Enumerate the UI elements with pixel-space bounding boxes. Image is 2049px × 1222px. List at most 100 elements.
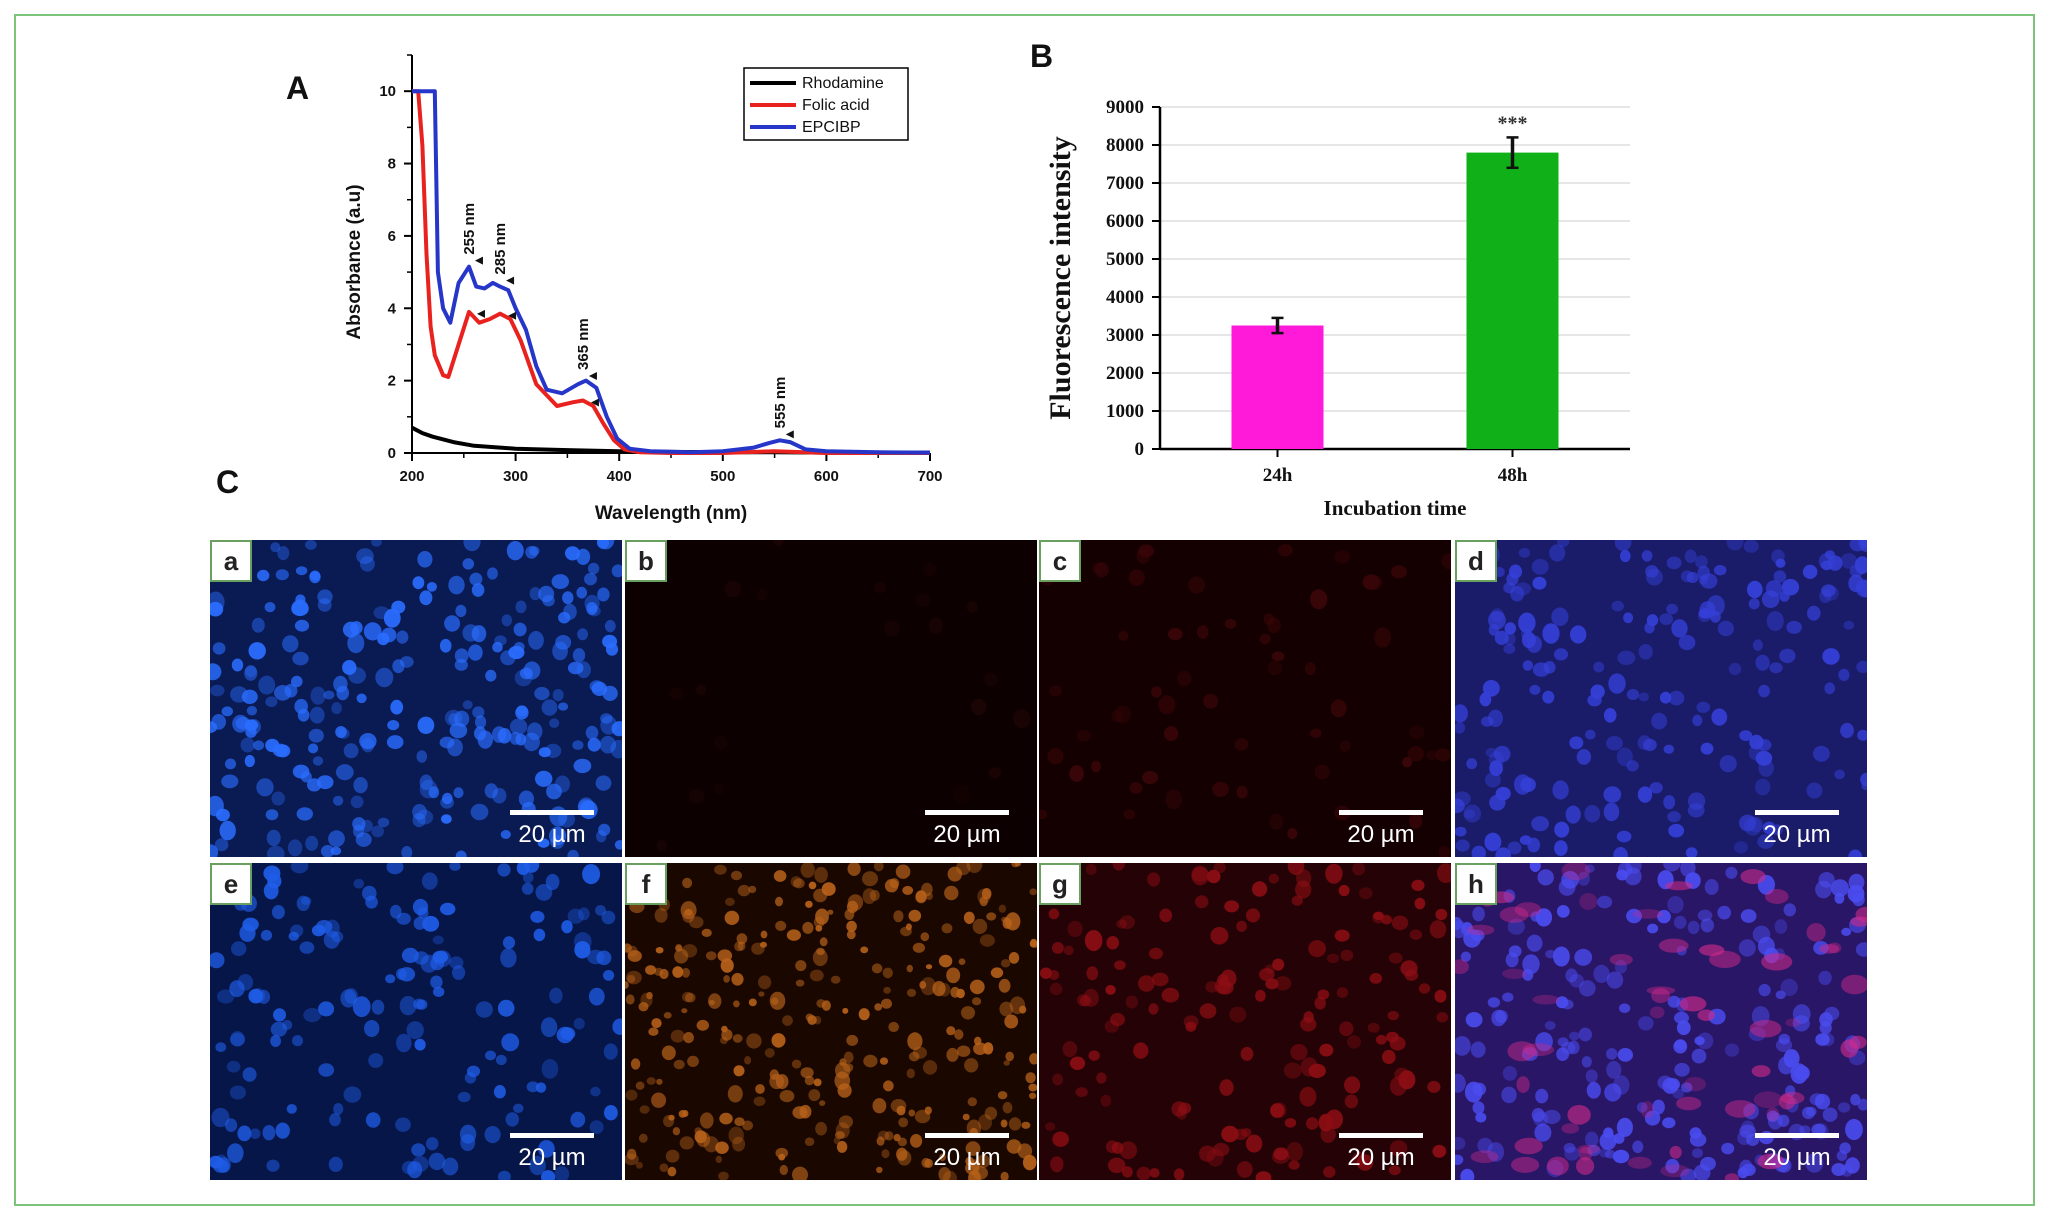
cell-spot — [516, 705, 528, 717]
cell-spot — [332, 795, 344, 806]
cell-spot — [244, 665, 258, 681]
cell-spot — [266, 829, 281, 847]
cell-spot — [528, 631, 544, 650]
cell-spot — [1484, 832, 1502, 852]
cell-spot — [1252, 881, 1268, 897]
cell-spot — [655, 947, 664, 954]
cell-spot — [923, 562, 937, 577]
cell-spot — [1436, 1012, 1449, 1023]
cell-spot — [1278, 544, 1293, 557]
y-tick-label: 4000 — [1106, 287, 1144, 308]
cell-spot — [439, 638, 452, 653]
cell-spot — [1599, 1148, 1611, 1158]
cell-spot — [505, 1112, 519, 1127]
cell-spot — [1274, 976, 1292, 991]
cell-spot — [457, 1091, 471, 1103]
cell-spot — [1769, 662, 1783, 674]
cell-spot — [719, 1112, 733, 1125]
cell-spot — [1585, 1131, 1599, 1148]
cell-spot — [1531, 558, 1549, 575]
cell-spot — [500, 948, 517, 968]
cell-spot — [1494, 630, 1509, 645]
cell-spot — [769, 991, 786, 1010]
cell-spot — [1514, 774, 1532, 795]
cell-spot — [1824, 550, 1836, 560]
cell-spot — [906, 988, 917, 997]
cell-spot — [1755, 778, 1771, 796]
micrograph-f: f 20 µm — [625, 863, 1037, 1180]
y-tick-label: 0 — [388, 445, 396, 462]
cell-spot — [939, 1153, 946, 1162]
scale-bar-text: 20 µm — [1763, 821, 1831, 848]
cell-spot — [1199, 1003, 1217, 1019]
cell-spot — [696, 1131, 711, 1148]
cell-spot — [1418, 983, 1431, 994]
cell-spot — [872, 1098, 887, 1114]
cell-spot — [1388, 1165, 1401, 1176]
cell-spot — [433, 986, 445, 997]
cell-spot — [598, 823, 611, 836]
cell-spot — [1069, 1056, 1086, 1070]
cell-spot — [1676, 1020, 1691, 1036]
cell-spot — [731, 870, 742, 881]
cell-spot — [1151, 686, 1162, 698]
peak-marker — [785, 430, 794, 439]
cell-spot — [584, 572, 597, 586]
cell-spot — [1008, 952, 1020, 964]
series-line-rhodamine — [411, 425, 930, 455]
cell-spot — [630, 1058, 641, 1070]
legend-entry: EPCIBP — [802, 119, 861, 136]
cell-spot — [245, 665, 257, 678]
signal-spot — [1577, 1144, 1600, 1154]
cell-spot — [1404, 969, 1419, 981]
cell-spot — [883, 986, 891, 994]
cell-spot — [449, 722, 468, 739]
cell-spot — [215, 1154, 228, 1169]
cell-spot — [469, 572, 483, 586]
cell-spot — [307, 778, 322, 792]
cell-spot — [541, 1059, 559, 1079]
cell-spot — [1460, 951, 1472, 962]
cell-spot — [1563, 1142, 1576, 1154]
cell-spot — [813, 1078, 822, 1087]
scale-bar-line — [1755, 1133, 1839, 1138]
cell-spot — [600, 713, 613, 724]
cell-spot — [1597, 895, 1613, 909]
cell-spot — [291, 675, 303, 688]
cell-spot — [971, 698, 987, 716]
cell-spot — [1013, 709, 1031, 729]
cell-spot — [1482, 680, 1500, 697]
cell-spot — [805, 1013, 814, 1022]
cell-spot — [244, 754, 255, 768]
cell-spot — [881, 998, 892, 1009]
cell-spot — [1118, 630, 1129, 641]
cell-spot — [1108, 1157, 1126, 1173]
cell-spot — [231, 658, 244, 672]
cell-spot — [574, 941, 591, 959]
cell-spot — [1521, 1047, 1538, 1061]
cell-spot — [1398, 1070, 1416, 1090]
cell-spot — [721, 1025, 728, 1033]
cell-spot — [1758, 983, 1771, 997]
cell-spot — [782, 1015, 793, 1026]
cell-spot — [1739, 1159, 1753, 1175]
cell-spot — [1617, 1048, 1633, 1062]
signal-spot — [1806, 923, 1826, 942]
cell-spot — [1534, 1123, 1552, 1142]
cell-spot — [674, 948, 689, 964]
scale-bar-line — [1339, 1133, 1423, 1138]
cell-spot — [558, 702, 569, 711]
y-tick-label: 2 — [388, 373, 396, 390]
cell-spot — [470, 803, 489, 821]
cell-spot — [1083, 988, 1099, 1007]
cell-spot — [800, 863, 815, 878]
cell-spot — [502, 936, 516, 949]
cell-spot — [808, 1089, 821, 1102]
cell-spot — [597, 540, 615, 550]
cell-spot — [401, 846, 413, 857]
cell-spot — [1229, 1006, 1247, 1023]
cell-spot — [441, 814, 452, 824]
cell-spot — [377, 817, 390, 828]
cell-spot — [570, 1111, 586, 1128]
cell-spot — [1593, 964, 1610, 983]
